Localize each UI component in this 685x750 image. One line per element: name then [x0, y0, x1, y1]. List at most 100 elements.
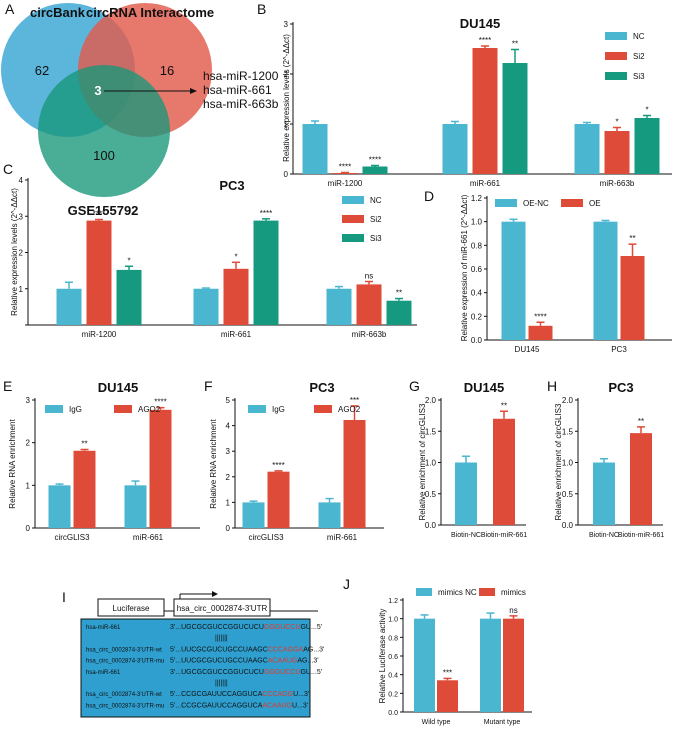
legend-swatch [416, 588, 432, 596]
legend-label: mimics [501, 588, 526, 597]
y-tick-label: 1 [284, 120, 289, 129]
sequence-text: 5'...CCGCGAUUCCAGGUCAACAAUGU...3' [170, 702, 308, 709]
bar [528, 325, 553, 340]
venn-label-circbank: circBank [30, 5, 86, 20]
panel-letter-i: I [62, 589, 66, 605]
panel-i-alignment: I Luciferase hsa_circ_0002874-3'UTR hsa-… [62, 589, 324, 718]
sequence-tail: AG...3' [297, 658, 318, 665]
bar [253, 220, 279, 325]
sequence-bases: UGCGCGUCCGGUCUCU [181, 624, 264, 631]
legend-label: NC [370, 196, 382, 205]
bar [56, 288, 82, 325]
y-axis-label: Relative expression levels (2^-ΔΔct) [10, 188, 19, 316]
y-tick-label: 0.2 [471, 312, 483, 321]
y-tick-label: 2.0 [562, 396, 574, 405]
x-category-label: PC3 [611, 345, 627, 354]
y-tick-label: 0 [26, 524, 31, 533]
significance-label: ** [501, 401, 507, 410]
chart-e-du145-rip: E DU145 Relative RNA enrichment 0 1 2 3 circGLI… [3, 378, 200, 542]
base-pair-lines: ||||||| [215, 635, 228, 642]
y-tick-label: 0.8 [388, 635, 398, 642]
panel-letter: F [204, 378, 213, 394]
significance-label: ** [629, 234, 635, 243]
y-axis-label: Relative Luciferase activity [378, 609, 387, 704]
sequence-tail: U...3' [293, 691, 309, 698]
venn-mirna-2: hsa-miR-661 [203, 83, 272, 97]
venn-circle-gse155792 [38, 65, 170, 197]
significance-label: * [234, 252, 237, 261]
legend-swatch [605, 52, 627, 60]
legend-swatch [342, 196, 364, 204]
panel-letter: E [3, 378, 12, 394]
y-tick-label: 3 [26, 396, 31, 405]
y-tick-label: 3 [226, 447, 231, 456]
luciferase-box [97, 598, 165, 617]
y-tick-label: 0 [284, 170, 289, 179]
y-tick-label: 0.0 [471, 336, 483, 345]
x-category-label: miR-661 [327, 533, 358, 542]
significance-label: * [127, 256, 130, 265]
panel-letter: H [547, 378, 557, 394]
sequence-tail: AG...3' [303, 646, 324, 653]
bar [318, 502, 341, 528]
bar [503, 618, 524, 712]
x-category-label: miR-1200 [328, 179, 363, 188]
sequence-end: 3'... [170, 624, 181, 631]
legend-label: Si2 [633, 52, 645, 61]
venn-count-gse-only: 100 [93, 148, 115, 163]
significance-label: **** [260, 209, 272, 218]
legend-label: Si3 [633, 72, 645, 81]
significance-label: **** [154, 398, 166, 407]
y-tick-label: 1.0 [471, 218, 483, 227]
panel-letter: G [409, 378, 420, 394]
panel-letter: D [424, 188, 434, 204]
legend-swatch [248, 405, 266, 413]
sequence-name: hsa_circ_0002874-3'UTR-wt [86, 647, 162, 653]
significance-label: **** [534, 312, 546, 321]
sequence-tail: GU...5' [300, 669, 322, 676]
venn-count-circbank-only: 62 [35, 63, 49, 78]
panel-letter: B [257, 1, 266, 17]
sequence-name: hsa_circ_0002874-3'UTR-mu [86, 659, 164, 665]
seed-region: ACAAUG [262, 702, 292, 709]
y-tick-label: 1.0 [425, 459, 437, 468]
bar [574, 124, 600, 174]
seed-region: GGGUCCU [264, 624, 301, 631]
sequence-bases: UGCGCGUCCGGUCUCU [181, 669, 264, 676]
significance-label: ** [396, 289, 402, 298]
bar [124, 485, 147, 528]
legend-label: OE [589, 199, 601, 208]
significance-label: **** [369, 156, 381, 165]
seed-region: CCCAGGA [268, 646, 304, 653]
y-tick-label: 2.0 [425, 396, 437, 405]
y-axis-label: Relative expression levels (2^-ΔΔct) [282, 34, 291, 162]
panel-letter: C [3, 161, 13, 177]
significance-label: ns [509, 606, 517, 615]
bar [455, 462, 477, 525]
seed-region: ACAAUG [268, 658, 298, 665]
significance-label: ** [638, 417, 644, 426]
y-tick-label: 0.5 [425, 490, 437, 499]
sequence-bases: CCGCGAUUCCAGGUCA [181, 702, 263, 709]
chart-b-du145-expression: B DU145 Relative expression levels (2^-ΔΔc… [257, 1, 672, 188]
significance-label: * [615, 118, 618, 127]
y-tick-label: 2 [19, 249, 24, 258]
x-category-label: Biotin-NC [451, 532, 481, 539]
bar [501, 221, 526, 340]
legend-swatch [342, 234, 364, 242]
x-category-label: circGLIS3 [248, 533, 284, 542]
sequence-text: 5'...UUCGCGUCUGCCUAAGCACAAUGAG...3' [170, 658, 319, 665]
bar [593, 221, 618, 340]
bar [223, 268, 249, 325]
y-axis-label: Relative enrichment of circGLIS3 [418, 403, 427, 520]
panel-a-venn: A circBank circRNA Interactome GSE155792… [1, 1, 279, 218]
bar [302, 124, 328, 174]
sequence-end: 5'... [170, 658, 181, 665]
legend-label: Si3 [370, 234, 382, 243]
chart-title: DU145 [98, 380, 138, 395]
bar [73, 450, 96, 528]
legend-label: IgG [69, 405, 82, 414]
y-tick-label: 0.6 [388, 654, 398, 661]
sequence-text: 3'...UGCGCGUCCGGUCUCUGGGUCCUGU...5' [170, 624, 322, 631]
